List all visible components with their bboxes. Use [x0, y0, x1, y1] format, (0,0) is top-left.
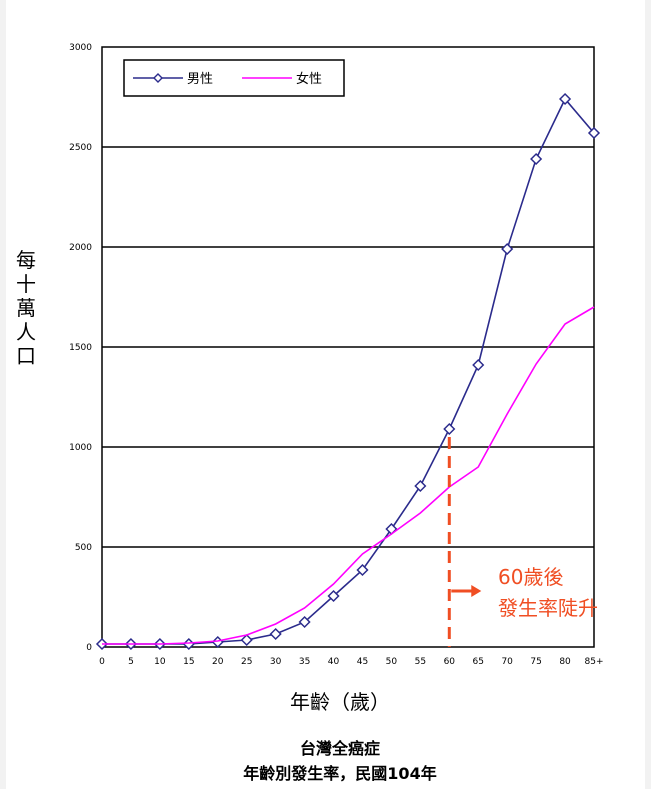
x-tick-label: 5 — [128, 657, 134, 667]
series-group — [95, 92, 601, 651]
legend: 男性 女性 — [123, 59, 345, 97]
x-tick-label: 45 — [357, 657, 368, 667]
line-chart: 0 500 1000 1500 2000 2500 3000 0 5 10 15 20 25 30 35 4… — [69, 43, 603, 667]
x-tick-label: 10 — [154, 657, 166, 667]
data-point-male — [240, 633, 253, 647]
data-point-male — [269, 627, 282, 641]
data-point-male — [298, 615, 311, 629]
data-point-male — [530, 152, 543, 166]
x-tick-label: 15 — [183, 657, 194, 667]
page-edge-left — [0, 0, 6, 789]
data-point-male — [558, 92, 572, 106]
y-tick-label: 1500 — [69, 343, 92, 353]
page-edge-right — [645, 0, 651, 789]
data-point-male — [501, 242, 514, 256]
caption-title: 台灣全癌症 — [299, 739, 380, 758]
data-point-male — [443, 422, 456, 436]
x-tick-label: 65 — [473, 657, 484, 667]
x-tick-label: 0 — [99, 657, 105, 667]
y-tick-labels: 0 500 1000 1500 2000 2500 3000 — [69, 43, 92, 653]
gridlines — [102, 146, 594, 548]
x-tick-label: 75 — [530, 657, 541, 667]
plot-frame — [101, 46, 595, 648]
y-tick-label: 0 — [86, 643, 92, 653]
caption-subtitle: 年齡別發生率，民國104年 — [243, 764, 437, 783]
x-tick-label: 50 — [386, 657, 398, 667]
x-tick-label: 55 — [415, 657, 426, 667]
y-axis-label: 每十萬人口 — [16, 248, 36, 368]
x-tick-label: 60 — [444, 657, 456, 667]
x-tick-label: 40 — [328, 657, 340, 667]
data-point-male — [385, 522, 398, 536]
legend-marker-male — [153, 73, 163, 83]
legend-label-female: 女性 — [296, 71, 322, 87]
annotation-text-line1: 60歲後 — [498, 565, 563, 589]
annotation-text-line2: 發生率陡升 — [498, 596, 598, 620]
x-tick-labels: 0 5 10 15 20 25 30 35 40 45 50 55 60 65 70 75 80 85+ — [99, 657, 603, 667]
y-tick-label: 1000 — [69, 443, 92, 453]
series-line-male — [102, 97, 595, 645]
x-tick-label: 35 — [299, 657, 310, 667]
x-tick-label: 20 — [212, 657, 224, 667]
x-axis-label: 年齡（歲） — [290, 690, 390, 714]
series-line-female — [102, 306, 595, 645]
y-tick-label: 3000 — [69, 43, 92, 53]
x-tick-label: 85+ — [585, 657, 604, 667]
x-tick-label: 80 — [559, 657, 571, 667]
y-tick-label: 500 — [75, 543, 92, 553]
data-point-male — [327, 589, 340, 603]
data-point-male — [356, 563, 369, 577]
x-tick-label: 30 — [270, 657, 282, 667]
data-point-male — [587, 126, 601, 140]
legend-label-male: 男性 — [187, 72, 213, 87]
x-tick-label: 25 — [241, 657, 252, 667]
y-tick-label: 2000 — [69, 243, 92, 253]
x-tick-label: 70 — [501, 657, 513, 667]
annotation-arrow-head — [471, 585, 482, 597]
y-tick-label: 2500 — [69, 143, 92, 153]
data-point-male — [414, 479, 427, 493]
data-point-male — [472, 358, 485, 372]
